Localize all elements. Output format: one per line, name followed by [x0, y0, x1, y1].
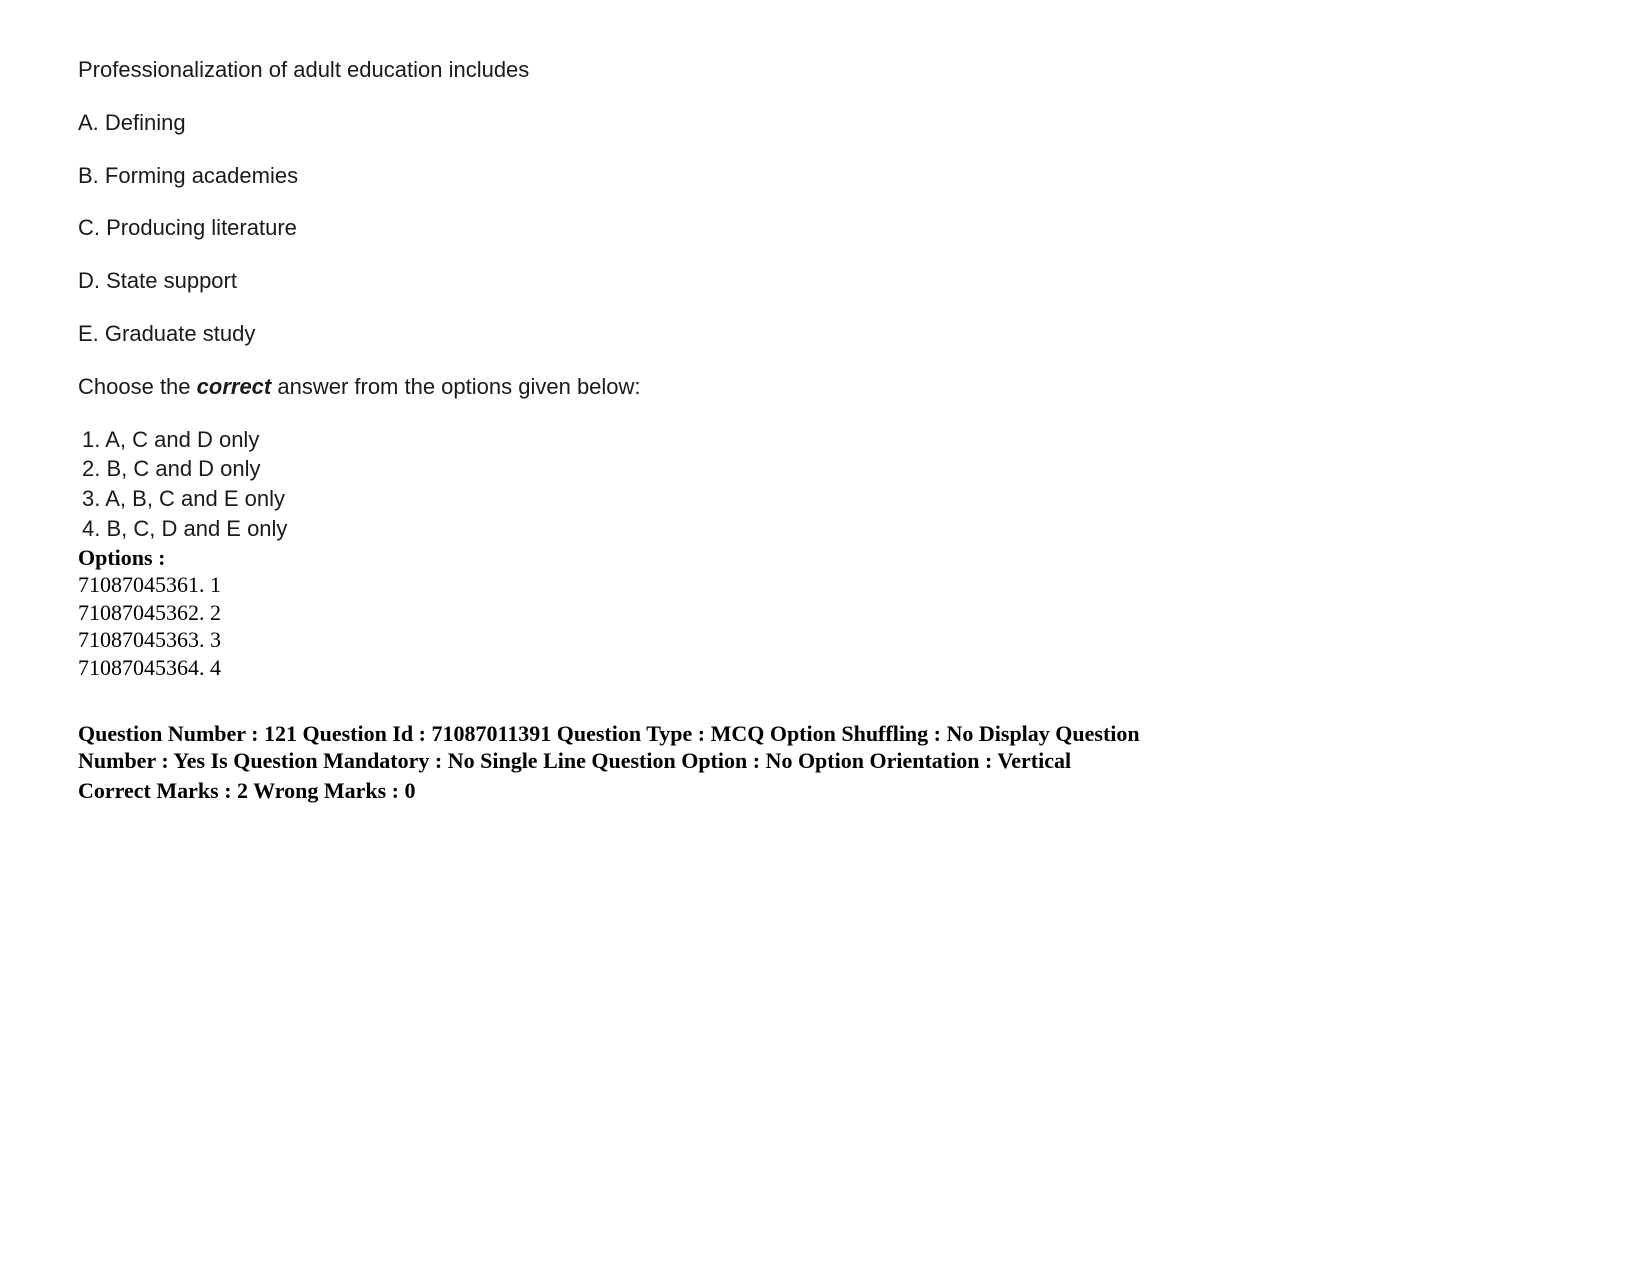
statement-c: C. Producing literature [78, 213, 1572, 244]
statement-b: B. Forming academies [78, 161, 1572, 192]
options-header: Options : [78, 545, 1572, 571]
option-line-2: 71087045362. 2 [78, 599, 1572, 627]
instruction-prefix: Choose the [78, 374, 197, 399]
statement-a: A. Defining [78, 108, 1572, 139]
option-line-4: 71087045364. 4 [78, 654, 1572, 682]
choice-4: 4. B, C, D and E only [82, 514, 1572, 544]
choose-instruction: Choose the correct answer from the optio… [78, 372, 1572, 403]
option-line-3: 71087045363. 3 [78, 626, 1572, 654]
instruction-emphasis: correct [197, 374, 272, 399]
marks-line: Correct Marks : 2 Wrong Marks : 0 [78, 778, 1572, 804]
option-line-1: 71087045361. 1 [78, 571, 1572, 599]
question-stem: Professionalization of adult education i… [78, 55, 1572, 86]
choice-1: 1. A, C and D only [82, 425, 1572, 455]
choice-3: 3. A, B, C and E only [82, 484, 1572, 514]
choice-2: 2. B, C and D only [82, 454, 1572, 484]
question-metadata: Question Number : 121 Question Id : 7108… [78, 721, 1178, 774]
statement-e: E. Graduate study [78, 319, 1572, 350]
instruction-suffix: answer from the options given below: [271, 374, 640, 399]
statement-d: D. State support [78, 266, 1572, 297]
